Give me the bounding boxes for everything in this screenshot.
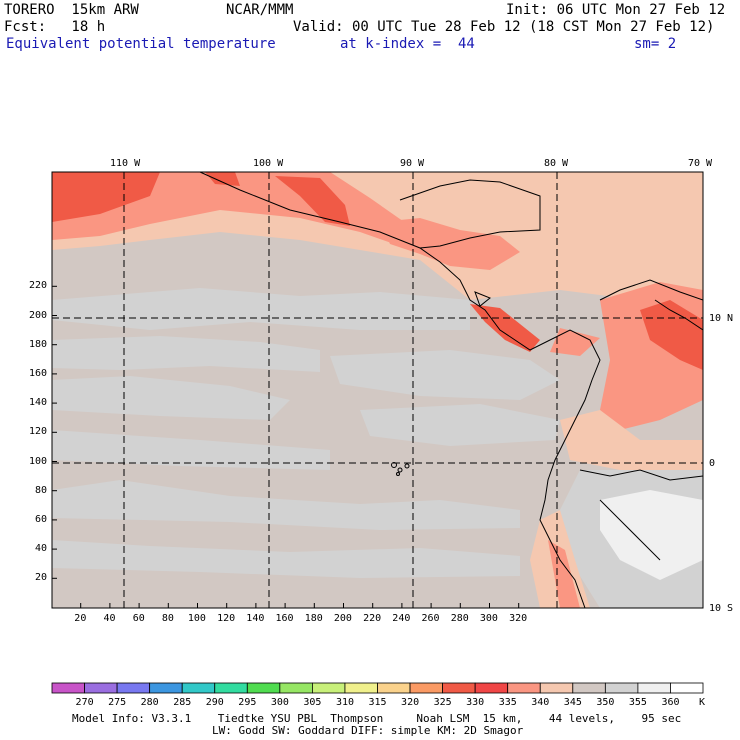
x-grid-label: 220: [363, 613, 382, 624]
colorbar-swatch: [279, 682, 313, 694]
colorbar-unit: K: [699, 697, 706, 708]
x-grid-label: 200: [333, 613, 352, 624]
y-grid-label: 140: [28, 397, 47, 409]
lon-label: 90 W: [400, 158, 425, 169]
valid-time: Valid: 00 UTC Tue 28 Feb 12 (18 CST Mon …: [293, 19, 715, 35]
colorbar-swatch: [637, 682, 671, 694]
y-grid-label: 160: [28, 367, 47, 379]
colorbar-swatch: [214, 682, 248, 694]
x-grid-label: 280: [450, 613, 469, 624]
colorbar-label: 315: [368, 697, 387, 708]
model-info: Model Info: V3.3.1 Tiedtke YSU PBL Thomp…: [72, 712, 682, 725]
theta-e-field: [52, 172, 703, 608]
y-grid-label: 40: [34, 543, 47, 555]
x-grid-label: 160: [275, 613, 294, 624]
x-grid-label: 120: [217, 613, 236, 624]
colorbar-label: 295: [238, 697, 257, 708]
x-grid-label: 320: [509, 613, 528, 624]
colorbar-label: 275: [108, 697, 127, 708]
lat-label: 10 S: [709, 603, 734, 614]
colorbar-label: 285: [173, 697, 192, 708]
field-title: Equivalent potential temperature: [6, 36, 276, 52]
colorbar-swatch: [51, 682, 85, 694]
lon-label: 110 W: [110, 158, 141, 169]
colorbar-swatch: [670, 682, 704, 694]
colorbar-swatch: [507, 682, 541, 694]
forecast-hour: Fcst: 18 h: [4, 19, 106, 35]
level-label: at k-index = 44: [340, 36, 475, 52]
x-grid-label: 40: [103, 613, 116, 624]
colorbar-swatch: [604, 682, 639, 694]
x-grid-label: 60: [132, 613, 145, 624]
model-name: TORERO 15km ARW: [4, 2, 139, 18]
y-grid-label: 220: [28, 280, 47, 292]
smoothing-label: sm= 2: [634, 36, 677, 52]
colorbar-label: 310: [335, 697, 354, 708]
organization-label: NCAR/MMM: [226, 2, 294, 18]
colorbar: [51, 682, 704, 694]
lon-label: 100 W: [253, 158, 284, 169]
lon-label: 70 W: [688, 158, 713, 169]
graticule: [52, 172, 703, 608]
map-frame: [51, 171, 704, 609]
colorbar-label: 280: [140, 697, 159, 708]
y-grid-label: 100: [28, 455, 47, 467]
colorbar-swatch: [539, 682, 574, 694]
y-grid-label: 60: [34, 513, 47, 525]
colorbar-label: 305: [303, 697, 322, 708]
colorbar-swatch: [409, 682, 443, 694]
colorbar-label: 340: [531, 697, 550, 708]
y-grid-label: 80: [34, 484, 47, 496]
lat-label: 0: [709, 458, 716, 469]
colorbar-swatch: [116, 682, 151, 694]
lat-label: 10 N: [709, 313, 734, 324]
y-grid-label: 20: [34, 572, 47, 584]
lon-label: 80 W: [544, 158, 569, 169]
colorbar-label: 355: [628, 697, 647, 708]
x-grid-label: 260: [421, 613, 440, 624]
coastlines: [199, 172, 703, 608]
colorbar-swatch: [442, 682, 476, 694]
axis-ticks: [52, 285, 520, 608]
colorbar-label: 350: [596, 697, 615, 708]
y-grid-label: 200: [28, 309, 47, 321]
x-grid-label: 140: [246, 613, 265, 624]
colorbar-label: 345: [563, 697, 582, 708]
colorbar-label: 270: [75, 697, 94, 708]
colorbar-label: 335: [498, 697, 517, 708]
colorbar-swatch: [149, 682, 183, 694]
colorbar-label: 330: [466, 697, 485, 708]
x-grid-label: 100: [187, 613, 206, 624]
x-grid-label: 300: [479, 613, 498, 624]
y-grid-label: 120: [28, 426, 47, 438]
colorbar-swatch: [572, 682, 606, 694]
colorbar-label: 325: [433, 697, 452, 708]
colorbar-label: 320: [401, 697, 420, 708]
colorbar-label: 290: [205, 697, 224, 708]
colorbar-swatch: [246, 682, 281, 694]
colorbar-swatch: [181, 682, 216, 694]
x-grid-label: 20: [74, 613, 87, 624]
physics-info: LW: Godd SW: Goddard DIFF: simple KM: 2D…: [212, 724, 524, 737]
colorbar-swatch: [84, 682, 118, 694]
x-grid-label: 240: [392, 613, 411, 624]
y-grid-label: 180: [28, 338, 47, 350]
colorbar-label: 300: [270, 697, 289, 708]
x-grid-label: 180: [304, 613, 323, 624]
colorbar-swatch: [474, 682, 509, 694]
colorbar-swatch: [377, 682, 411, 694]
colorbar-swatch: [344, 682, 378, 694]
x-grid-label: 80: [161, 613, 174, 624]
colorbar-label: 360: [661, 697, 680, 708]
colorbar-swatch: [311, 682, 346, 694]
init-time: Init: 06 UTC Mon 27 Feb 12: [506, 2, 726, 18]
